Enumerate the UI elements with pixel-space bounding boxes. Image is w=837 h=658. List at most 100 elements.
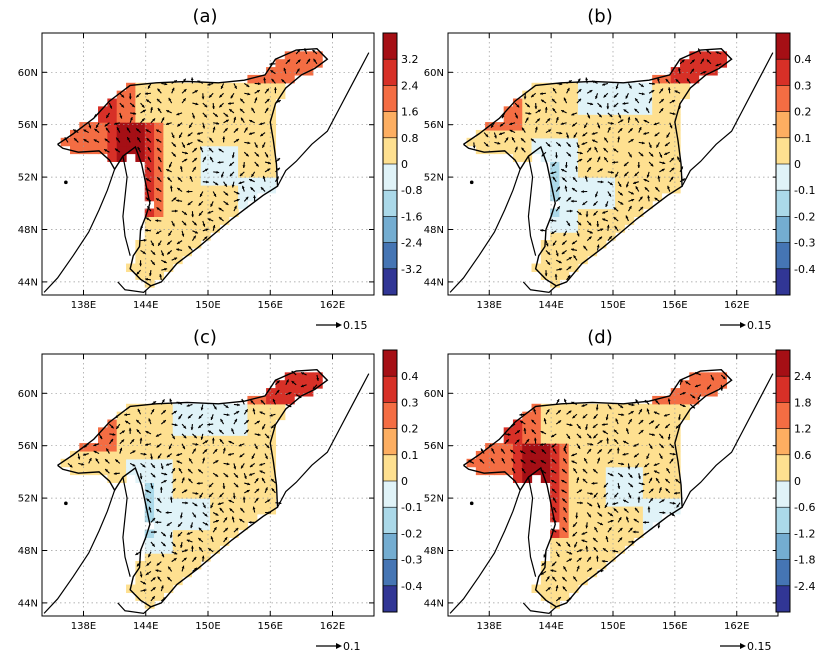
vector-head	[207, 423, 211, 426]
shade-cell	[247, 145, 258, 155]
vector-head	[572, 177, 576, 181]
vector-head	[301, 372, 305, 375]
colorbar-tick-label: -0.8	[401, 184, 422, 197]
shade-cell	[652, 90, 663, 100]
shade-cell	[182, 474, 192, 483]
shade-cell	[540, 403, 551, 413]
shade-cell	[512, 129, 523, 139]
vector-head	[592, 139, 596, 143]
vector-head	[602, 218, 606, 222]
vector-head	[145, 490, 149, 493]
shade-cell	[219, 122, 230, 131]
shade-cell	[522, 98, 533, 107]
shade-cell	[70, 450, 80, 460]
shade-cell	[163, 545, 174, 554]
vector-head	[555, 117, 559, 120]
shade-cell	[144, 576, 155, 586]
vector-head	[578, 222, 582, 226]
vector-head	[173, 558, 177, 561]
vector-head	[160, 585, 164, 589]
shade-cell	[661, 435, 672, 444]
shade-cell	[596, 411, 607, 421]
vector-head	[104, 123, 108, 127]
vector-head	[590, 442, 594, 446]
shade-cell	[191, 161, 202, 170]
vector-head	[598, 114, 602, 118]
vector-head	[588, 157, 592, 161]
shade-cell	[559, 521, 570, 531]
shade-cell	[191, 216, 202, 225]
shade-cell	[633, 482, 644, 491]
vector-head	[237, 403, 240, 407]
vector-head	[259, 122, 263, 126]
shade-cell	[172, 177, 183, 186]
shade-cell	[256, 474, 267, 483]
vector-head	[682, 404, 686, 408]
colorbar: 3.22.41.60.80-0.8-1.6-2.4-3.2	[382, 32, 422, 296]
vector-head	[162, 533, 166, 537]
shade-cell	[615, 216, 625, 225]
vector-head	[110, 438, 114, 442]
shade-cell	[680, 90, 690, 100]
shade-cell	[707, 59, 718, 68]
vector-head	[167, 577, 171, 580]
shade-cell	[494, 458, 505, 468]
shade-cell	[670, 161, 681, 170]
shade-cell	[98, 427, 108, 436]
vector-head	[162, 543, 166, 547]
vector-head	[163, 480, 167, 483]
shade-cell	[577, 177, 588, 186]
shade-cell	[531, 450, 542, 460]
shade-cell	[163, 255, 174, 265]
shade-cell	[154, 82, 164, 92]
vector-head	[561, 480, 565, 483]
shade-cell	[200, 482, 211, 491]
shade-cell	[247, 482, 258, 491]
colorbar-swatch	[383, 533, 397, 561]
shade-cell	[661, 184, 672, 194]
shade-cell	[266, 177, 277, 186]
shade-cell	[200, 208, 211, 217]
vector-head	[203, 505, 206, 509]
colorbar-tick-label: 0	[794, 158, 801, 171]
vector-head	[178, 416, 182, 420]
vector-head	[608, 236, 612, 240]
shade-cell	[577, 192, 588, 202]
shade-cell	[172, 137, 183, 147]
shade-cell	[568, 90, 579, 100]
shade-cell	[210, 184, 221, 194]
coastline	[681, 373, 774, 508]
vector-head	[654, 133, 658, 137]
shade-cell	[550, 553, 560, 562]
vector-head	[234, 85, 237, 89]
shade-cell	[559, 474, 570, 483]
vector-head	[174, 257, 178, 261]
vector-head	[598, 104, 602, 108]
vector-head	[547, 587, 551, 591]
vector-head	[220, 418, 224, 422]
shade-cell	[559, 122, 570, 131]
shade-cell	[633, 122, 644, 131]
shade-cell	[135, 474, 146, 483]
shade-cell	[559, 129, 570, 139]
shade-cell	[568, 247, 579, 257]
shade-cell	[182, 560, 192, 570]
shade-cell	[587, 192, 598, 202]
shade-cell	[163, 169, 174, 178]
shade-cell	[559, 498, 570, 507]
shade-cell	[633, 466, 644, 476]
shade-cell	[256, 458, 267, 468]
shade-cell	[219, 490, 230, 499]
shade-cell	[550, 129, 560, 139]
shade-cell	[615, 106, 625, 115]
vector-head	[192, 115, 195, 119]
shade-cell	[531, 419, 542, 428]
shade-cell	[587, 443, 598, 452]
vector-head	[573, 468, 577, 472]
shade-cell	[466, 137, 477, 147]
shade-cell	[642, 521, 653, 531]
vector-head	[213, 527, 217, 531]
vector-head	[608, 448, 612, 452]
shade-cell	[568, 192, 579, 202]
shade-cell	[475, 466, 486, 476]
